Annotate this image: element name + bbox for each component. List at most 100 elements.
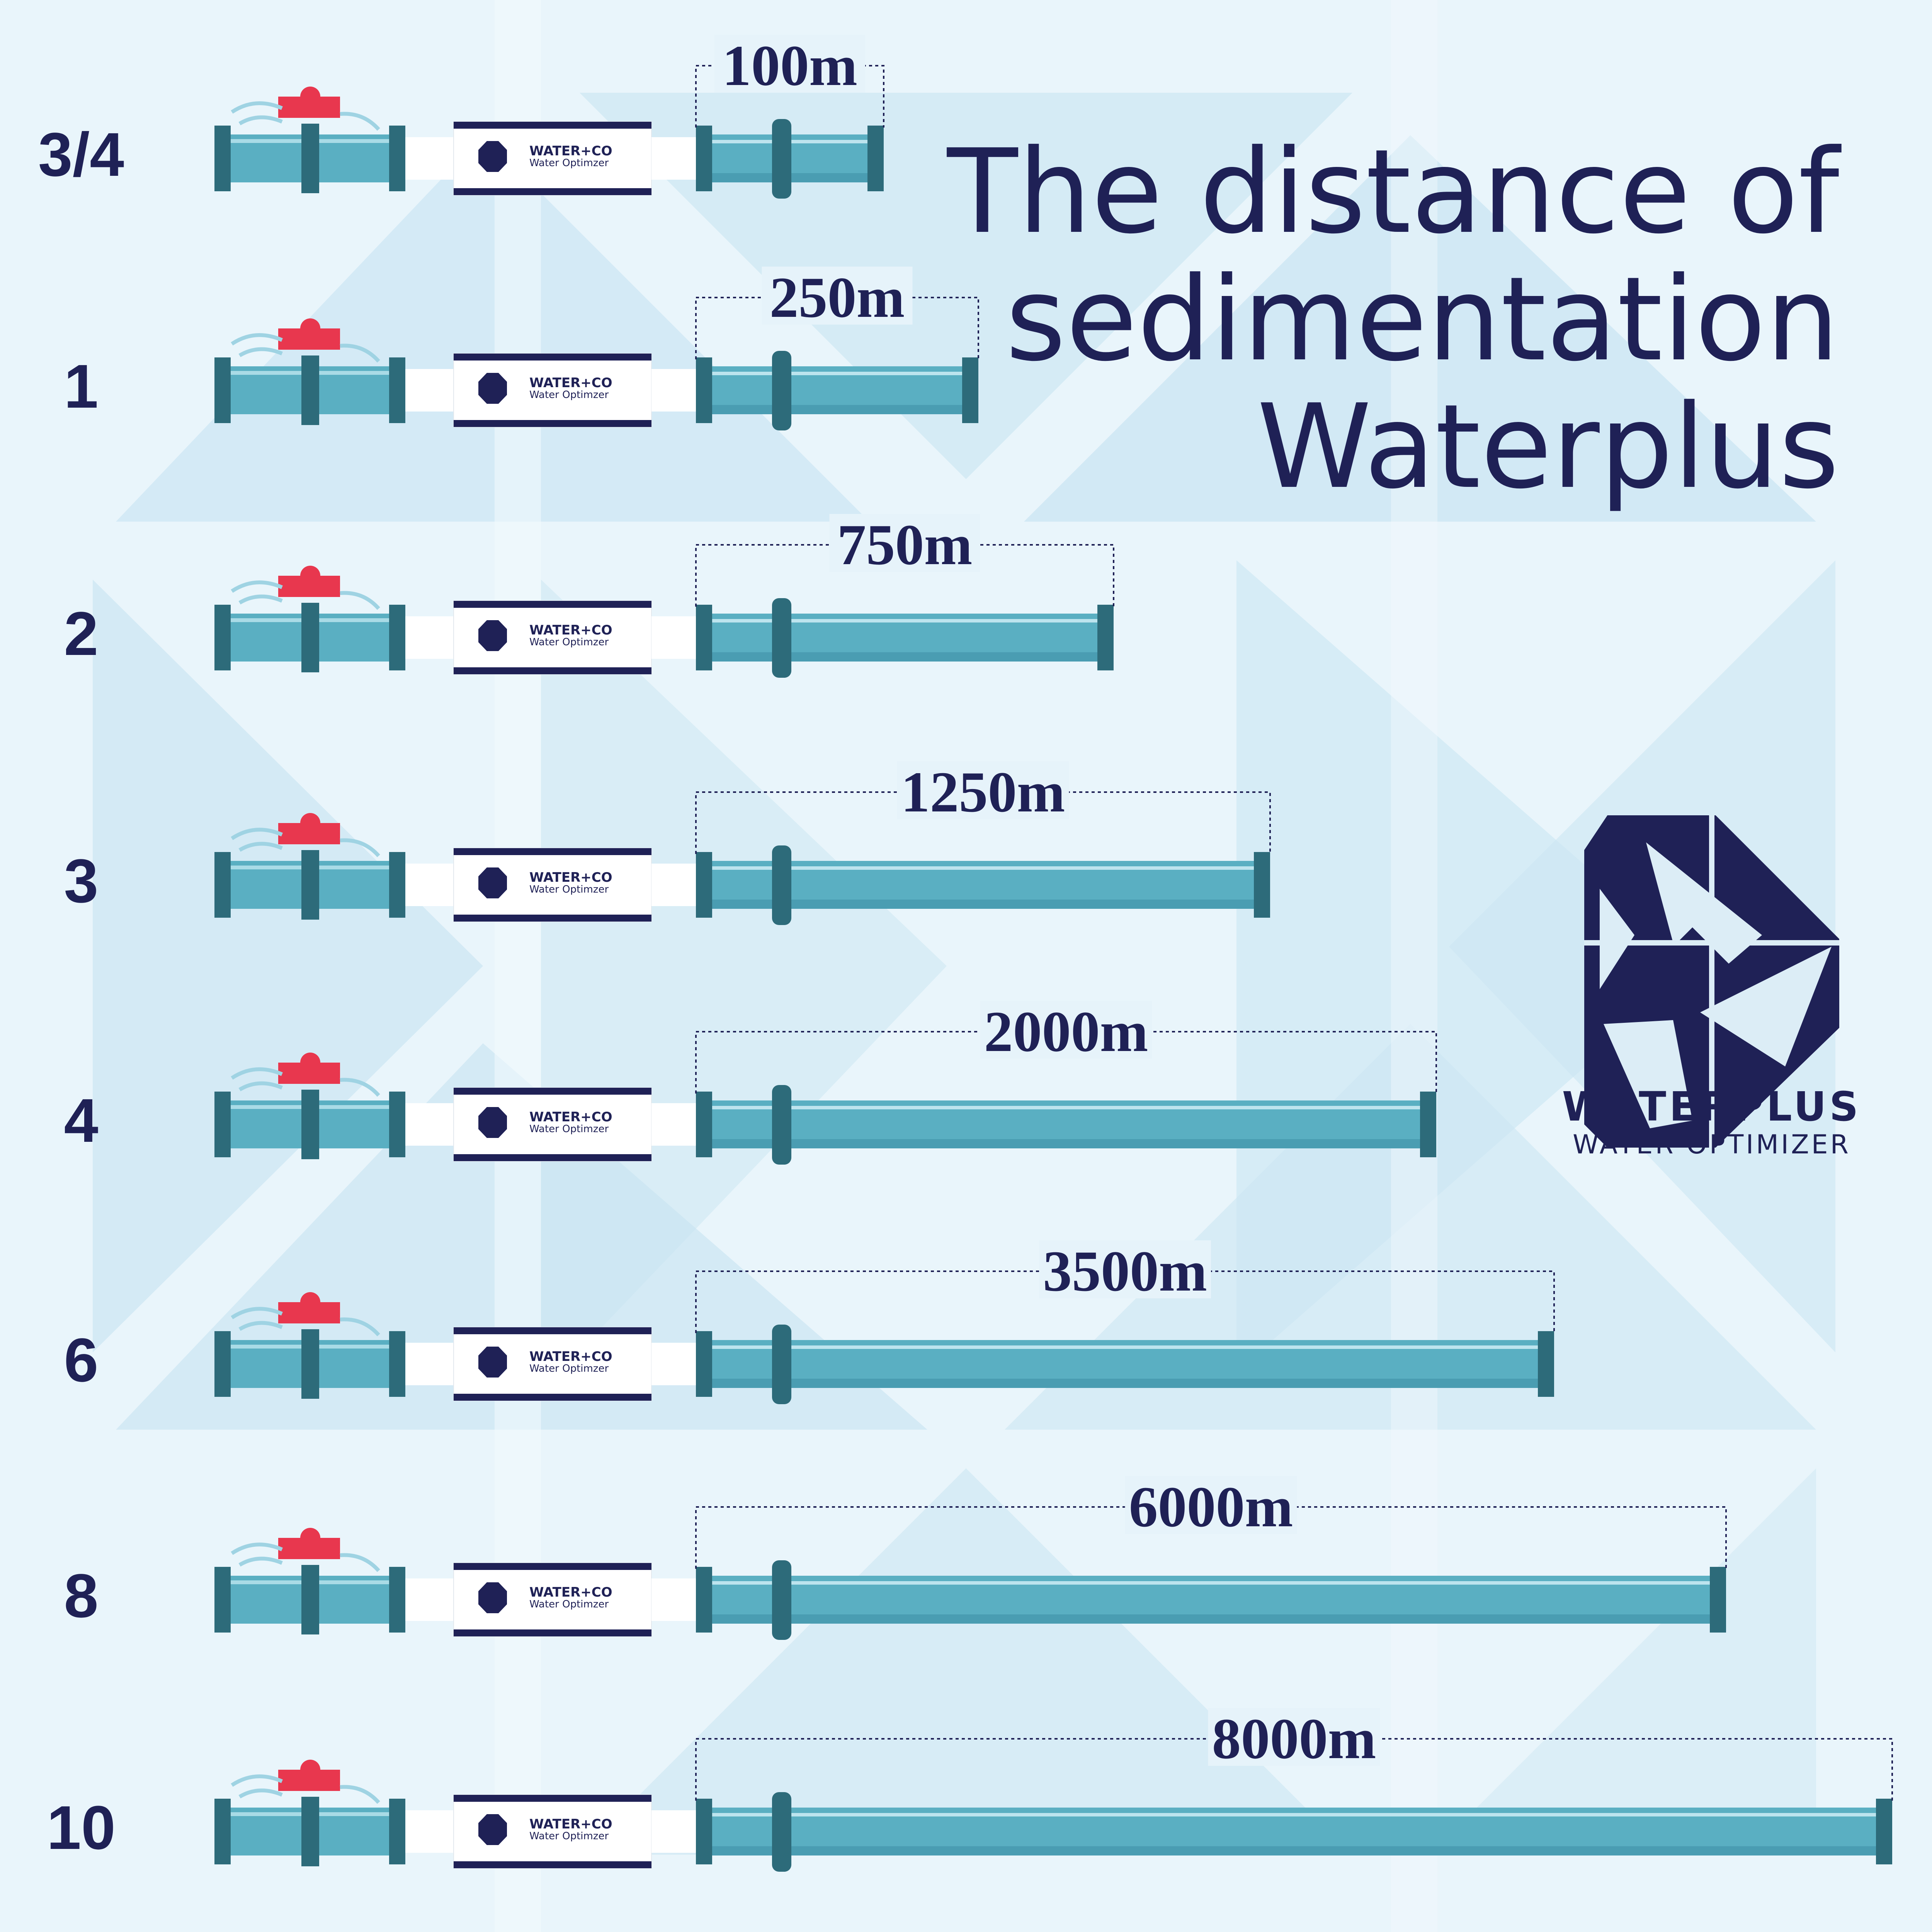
sediment-pipe xyxy=(696,351,978,430)
device-band-bottom xyxy=(454,188,651,195)
pipe-size-label: 10 xyxy=(47,1793,116,1862)
pipe-shadow xyxy=(712,1379,1538,1388)
pipe-flange xyxy=(696,605,712,670)
pipe-highlight xyxy=(712,372,962,375)
pipe-flange xyxy=(389,1092,405,1157)
pipe-flange xyxy=(214,126,231,191)
title-line-3: Waterplus xyxy=(1257,379,1839,514)
pipe-flange xyxy=(214,1092,231,1157)
valve-pipe xyxy=(214,87,405,193)
pipe-shadow xyxy=(712,1846,1876,1855)
device-logo-icon xyxy=(478,1814,507,1845)
valve-handle-icon xyxy=(278,823,340,844)
water-spray-icon xyxy=(231,1543,380,1572)
pipe-flange xyxy=(214,852,231,918)
pipe-size-label: 3 xyxy=(64,846,99,915)
device-logo-icon xyxy=(478,867,507,898)
valve-stem xyxy=(301,850,319,920)
device-band-bottom xyxy=(454,915,651,922)
pipe-flange xyxy=(214,605,231,670)
device-name: WATER+CO xyxy=(529,143,612,159)
title: The distance of sedimentation Waterplus xyxy=(945,124,1842,514)
valve-knob xyxy=(300,813,320,833)
pipe-highlight xyxy=(712,1345,1538,1349)
pipe-flange xyxy=(696,1331,712,1397)
pipe-connector xyxy=(405,369,454,412)
device-subtitle: Water Optimzer xyxy=(529,636,609,648)
distance-dimension: 6000m xyxy=(695,1475,1727,1569)
sediment-pipe xyxy=(696,1560,1726,1640)
device-band-top xyxy=(454,122,651,129)
valve-handle-icon xyxy=(278,1063,340,1084)
valve-knob xyxy=(300,87,320,107)
device-name: WATER+CO xyxy=(529,1109,612,1125)
device-band-top xyxy=(454,1563,651,1570)
pipe-flange xyxy=(214,357,231,423)
pipe-connector xyxy=(405,1810,454,1853)
device-subtitle: Water Optimzer xyxy=(529,884,609,895)
pipe-clamp xyxy=(772,1560,791,1640)
valve-pipe xyxy=(214,813,405,920)
dimension-line xyxy=(695,297,979,359)
valve-stem xyxy=(301,1565,319,1634)
sediment-pipe xyxy=(696,598,1114,678)
valve-handle-icon xyxy=(278,97,340,118)
device-band-bottom xyxy=(454,1154,651,1161)
pipe-clamp xyxy=(772,1325,791,1404)
pipe-highlight xyxy=(712,619,1097,622)
pipe-connector xyxy=(405,864,454,906)
distance-label: 1250m xyxy=(901,760,1065,824)
water-spray-icon xyxy=(231,1067,380,1097)
device-logo-icon xyxy=(478,620,507,651)
valve-handle-icon xyxy=(278,1538,340,1559)
valve-handle-icon xyxy=(278,1770,340,1791)
pipe-flange xyxy=(696,357,712,423)
valve-pipe xyxy=(214,1053,405,1159)
distance-label: 8000m xyxy=(1212,1707,1376,1771)
pipe-clamp xyxy=(772,1792,791,1872)
dimension-label-bg xyxy=(1208,1708,1380,1766)
valve-stem xyxy=(301,355,319,425)
brand-tagline: WATER OPTIMIZER xyxy=(1573,1129,1851,1160)
distance-label: 250m xyxy=(770,265,905,330)
device-band-bottom xyxy=(454,1629,651,1636)
device-subtitle: Water Optimzer xyxy=(529,157,609,169)
pipe-size-label: 8 xyxy=(64,1561,99,1630)
sediment-pipe xyxy=(696,119,884,199)
device-name: WATER+CO xyxy=(529,1349,612,1364)
dimension-line xyxy=(695,544,1114,607)
dimension-label-bg xyxy=(762,267,913,325)
device-band-bottom xyxy=(454,1861,651,1868)
distance-dimension: 1250m xyxy=(695,760,1271,854)
valve-knob xyxy=(300,318,320,338)
pipe-connector xyxy=(651,1578,696,1621)
brand-logo: WATERPLUS WATER OPTIMIZER xyxy=(1562,815,1858,1160)
valve-knob xyxy=(300,1760,320,1780)
pipe-highlight xyxy=(712,1581,1710,1585)
device-name: WATER+CO xyxy=(529,375,612,391)
title-line-2: sedimentation xyxy=(1005,252,1839,387)
pipe-highlight xyxy=(712,866,1254,870)
pipe-size-label: 2 xyxy=(64,599,99,668)
pipe-shadow xyxy=(712,900,1254,909)
device-name: WATER+CO xyxy=(529,870,612,885)
pipe-connector xyxy=(405,616,454,659)
valve-pipe xyxy=(214,318,405,425)
pipe-size-label: 4 xyxy=(64,1086,99,1155)
pipe-connector xyxy=(405,1103,454,1146)
distance-dimension: 750m xyxy=(695,513,1114,607)
device-band-top xyxy=(454,1795,651,1802)
pipe-flange xyxy=(962,357,978,423)
dimension-label-bg xyxy=(1039,1240,1211,1298)
device-logo-icon xyxy=(478,373,507,404)
pipe-flange xyxy=(1876,1799,1892,1864)
pipe-flange xyxy=(1710,1567,1726,1633)
